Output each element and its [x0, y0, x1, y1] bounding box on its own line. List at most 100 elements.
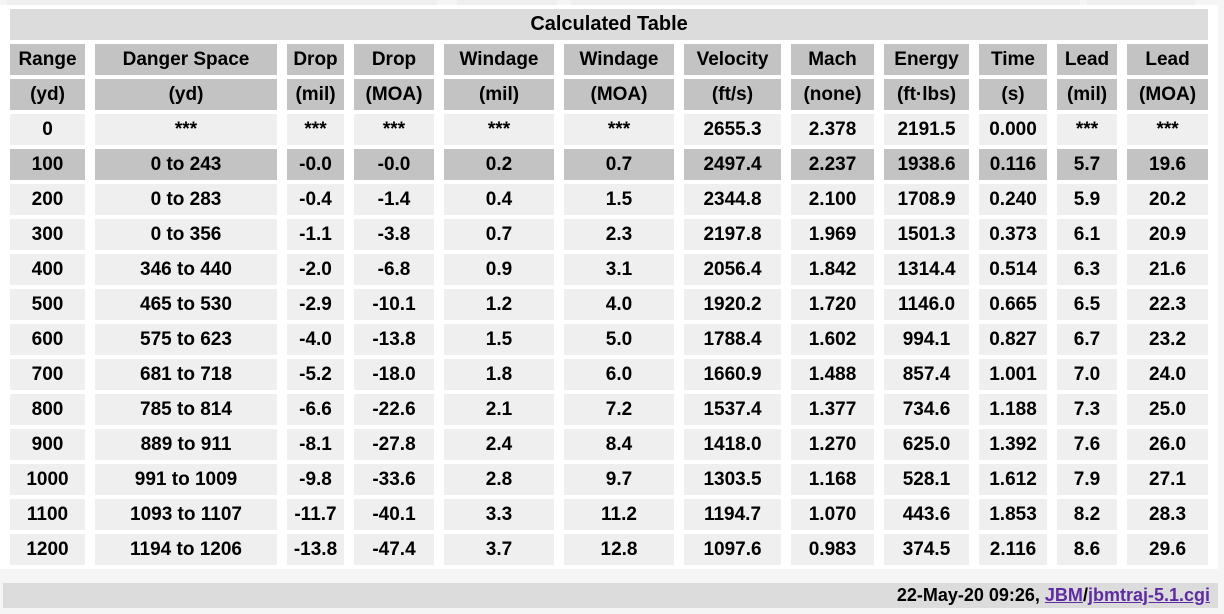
remnant-cell — [1087, 0, 1195, 5]
cell-drop-mil: -8.1 — [287, 429, 344, 460]
cell-lead-mil: 8.6 — [1057, 534, 1117, 565]
cell-lead-mil: 7.9 — [1057, 464, 1117, 495]
cell-velocity: 2497.4 — [684, 149, 781, 180]
cell-energy: 1938.6 — [884, 149, 969, 180]
cell-windage-mil: 1.2 — [444, 289, 554, 320]
cell-danger-space: 681 to 718 — [95, 359, 277, 390]
cell-velocity: 1920.2 — [684, 289, 781, 320]
cell-velocity: 2344.8 — [684, 184, 781, 215]
cell-windage-moa: 12.8 — [564, 534, 674, 565]
cell-drop-mil: -6.6 — [287, 394, 344, 425]
cell-lead-moa: 20.9 — [1127, 219, 1209, 250]
cell-windage-mil: 2.8 — [444, 464, 554, 495]
cell-lead-mil: 6.1 — [1057, 219, 1117, 250]
column-unit-lead-mil: (mil) — [1057, 79, 1117, 110]
column-header-energy: Energy — [884, 44, 969, 75]
cell-range: 100 — [10, 149, 85, 180]
column-unit-danger-space: (yd) — [95, 79, 277, 110]
cell-windage-mil: 3.7 — [444, 534, 554, 565]
cell-danger-space: 0 to 243 — [95, 149, 277, 180]
cell-mach: 1.602 — [791, 324, 874, 355]
table-row-range-300: 300 0 to 356 -1.1 -3.8 0.7 2.3 2197.8 1.969 1501… — [10, 219, 1209, 250]
cell-lead-moa: 27.1 — [1127, 464, 1209, 495]
cell-range: 0 — [10, 114, 85, 145]
cell-lead-moa: *** — [1127, 114, 1209, 145]
column-header-drop-mil: Drop — [287, 44, 344, 75]
jbm-home-link[interactable]: JBM — [1044, 585, 1083, 605]
cell-lead-mil: 5.7 — [1057, 149, 1117, 180]
cell-windage-mil: 1.5 — [444, 324, 554, 355]
column-unit-windage-mil: (mil) — [444, 79, 554, 110]
cell-lead-mil: 7.3 — [1057, 394, 1117, 425]
cell-mach: 1.488 — [791, 359, 874, 390]
cell-windage-moa: 5.0 — [564, 324, 674, 355]
table-row-range-700: 700 681 to 718 -5.2 -18.0 1.8 6.0 1660.9 1.488 8… — [10, 359, 1209, 390]
cell-range: 1000 — [10, 464, 85, 495]
cell-drop-mil: *** — [287, 114, 344, 145]
table-row-range-1100: 1100 1093 to 1107 -11.7 -40.1 3.3 11.2 1194.7 1… — [10, 499, 1209, 530]
cell-danger-space: 0 to 283 — [95, 184, 277, 215]
column-header-windage-mil: Windage — [444, 44, 554, 75]
cell-drop-mil: -4.0 — [287, 324, 344, 355]
table-title-row: Calculated Table — [10, 9, 1209, 40]
cell-drop-mil: -2.9 — [287, 289, 344, 320]
column-header-lead-mil: Lead — [1057, 44, 1117, 75]
cell-time: 1.853 — [979, 499, 1047, 530]
cell-time: 0.514 — [979, 254, 1047, 285]
cell-velocity: 2056.4 — [684, 254, 781, 285]
cell-windage-mil: 2.4 — [444, 429, 554, 460]
cell-lead-moa: 19.6 — [1127, 149, 1209, 180]
cell-windage-moa: 3.1 — [564, 254, 674, 285]
cell-windage-mil: 0.7 — [444, 219, 554, 250]
header-unit-row: (yd) (yd) (mil) (MOA) (mil) (MOA) (ft/s) (none)… — [10, 79, 1209, 110]
cell-drop-mil: -0.0 — [287, 149, 344, 180]
remnant-cell — [457, 0, 557, 5]
cell-energy: 1708.9 — [884, 184, 969, 215]
cell-energy: 1146.0 — [884, 289, 969, 320]
cell-time: 0.827 — [979, 324, 1047, 355]
column-header-mach: Mach — [791, 44, 874, 75]
cell-lead-moa: 20.2 — [1127, 184, 1209, 215]
cell-windage-mil: 1.8 — [444, 359, 554, 390]
cell-drop-mil: -11.7 — [287, 499, 344, 530]
cell-mach: 1.842 — [791, 254, 874, 285]
cell-velocity: 2655.3 — [684, 114, 781, 145]
footer-separator: / — [1082, 585, 1088, 605]
cell-range: 400 — [10, 254, 85, 285]
column-header-range: Range — [10, 44, 85, 75]
cell-range: 700 — [10, 359, 85, 390]
column-header-time: Time — [979, 44, 1047, 75]
cell-range: 200 — [10, 184, 85, 215]
cell-time: 2.116 — [979, 534, 1047, 565]
cell-lead-moa: 22.3 — [1127, 289, 1209, 320]
calculated-table: Calculated Table Range Danger Space Drop Dr… — [0, 5, 1219, 569]
cell-windage-moa: 8.4 — [564, 429, 674, 460]
cell-danger-space: 785 to 814 — [95, 394, 277, 425]
cell-mach: 1.270 — [791, 429, 874, 460]
cell-energy: 443.6 — [884, 499, 969, 530]
jbmtraj-script-link[interactable]: jbmtraj-5.1.cgi — [1087, 585, 1210, 605]
cell-range: 500 — [10, 289, 85, 320]
cell-windage-moa: 1.5 — [564, 184, 674, 215]
cell-time: 0.000 — [979, 114, 1047, 145]
cell-drop-moa: -1.4 — [354, 184, 434, 215]
cell-windage-moa: 9.7 — [564, 464, 674, 495]
cell-energy: 2191.5 — [884, 114, 969, 145]
cell-lead-moa: 21.6 — [1127, 254, 1209, 285]
cell-drop-moa: -10.1 — [354, 289, 434, 320]
cell-mach: 2.237 — [791, 149, 874, 180]
cell-time: 0.240 — [979, 184, 1047, 215]
cell-drop-moa: *** — [354, 114, 434, 145]
remnant-cell — [571, 0, 1080, 5]
cell-mach: 1.070 — [791, 499, 874, 530]
cell-mach: 0.983 — [791, 534, 874, 565]
cell-drop-moa: -0.0 — [354, 149, 434, 180]
cell-velocity: 1788.4 — [684, 324, 781, 355]
cell-energy: 374.5 — [884, 534, 969, 565]
cell-lead-mil: 7.0 — [1057, 359, 1117, 390]
cell-danger-space: 346 to 440 — [95, 254, 277, 285]
cell-windage-moa: 0.7 — [564, 149, 674, 180]
cell-windage-moa: 2.3 — [564, 219, 674, 250]
cell-windage-mil: 3.3 — [444, 499, 554, 530]
cell-range: 300 — [10, 219, 85, 250]
